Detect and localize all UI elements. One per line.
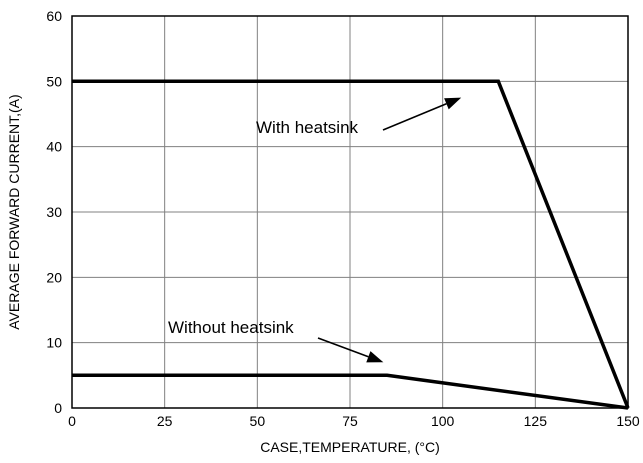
x-tick-label: 125 [524, 413, 548, 429]
arrow-head [366, 351, 384, 363]
tick-labels: 0 25 50 75 100 125 150 0 10 20 30 40 50 60 [46, 8, 639, 429]
y-tick-label: 40 [46, 139, 62, 155]
arrow-head [444, 97, 462, 110]
x-tick-label: 100 [431, 413, 455, 429]
y-tick-label: 0 [54, 400, 62, 416]
y-tick-label: 30 [46, 204, 62, 220]
x-tick-label: 0 [68, 413, 76, 429]
x-axis-label: CASE,TEMPERATURE, (°C) [260, 439, 440, 455]
annotations: With heatsink Without heatsink [168, 97, 462, 363]
plot-frame [71, 15, 629, 409]
series-line-2 [72, 373, 629, 410]
x-tick-label: 50 [250, 413, 266, 429]
x-tick-label: 150 [616, 413, 640, 429]
series-line-1 [72, 79, 630, 409]
y-tick-label: 20 [46, 269, 62, 285]
annotation-arrow [317, 337, 369, 358]
y-tick-label: 10 [46, 335, 62, 351]
annotation-label: With heatsink [256, 118, 359, 137]
y-tick-label: 50 [46, 73, 62, 89]
series-layer [72, 79, 630, 410]
x-tick-label: 25 [157, 413, 173, 429]
annotation-label: Without heatsink [168, 318, 294, 337]
y-tick-label: 60 [46, 8, 62, 24]
annotation-arrow [382, 103, 447, 131]
x-tick-label: 75 [342, 413, 358, 429]
y-axis-label: AVERAGE FORWARD CURRENT,(A) [6, 94, 22, 329]
